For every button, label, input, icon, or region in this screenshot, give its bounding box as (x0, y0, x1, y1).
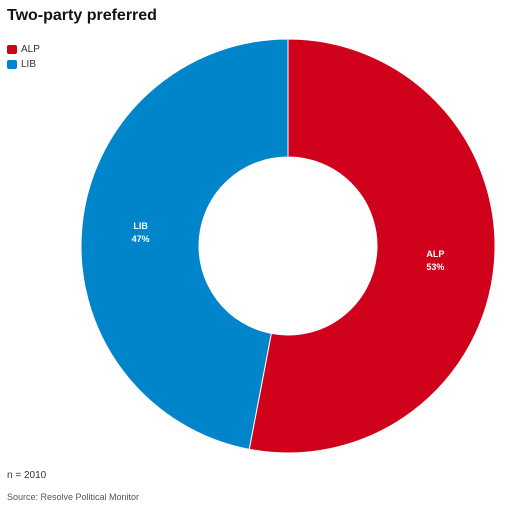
legend-label-alp: ALP (21, 43, 40, 55)
data-label-lib-value: 47% (132, 234, 150, 244)
data-label-alp-value: 53% (426, 262, 444, 272)
legend-swatch-alp (7, 44, 17, 54)
slices-group (80, 38, 496, 454)
data-labels-group: ALP 53% LIB 47% (132, 221, 445, 272)
legend: ALP LIB (7, 42, 40, 72)
legend-label-lib: LIB (21, 58, 37, 70)
legend-item-alp[interactable]: ALP (7, 42, 40, 56)
data-label-alp-category: ALP (426, 249, 444, 259)
chart-title: Two-party preferred (7, 7, 157, 24)
legend-item-lib[interactable]: LIB (7, 57, 40, 71)
slice-alp[interactable] (248, 38, 496, 454)
slice-lib[interactable] (80, 38, 289, 450)
data-label-lib-category: LIB (133, 221, 148, 231)
sample-size: n = 2010 (7, 470, 47, 481)
source-note: Source: Resolve Political Monitor (7, 492, 140, 502)
legend-swatch-lib (7, 59, 17, 69)
